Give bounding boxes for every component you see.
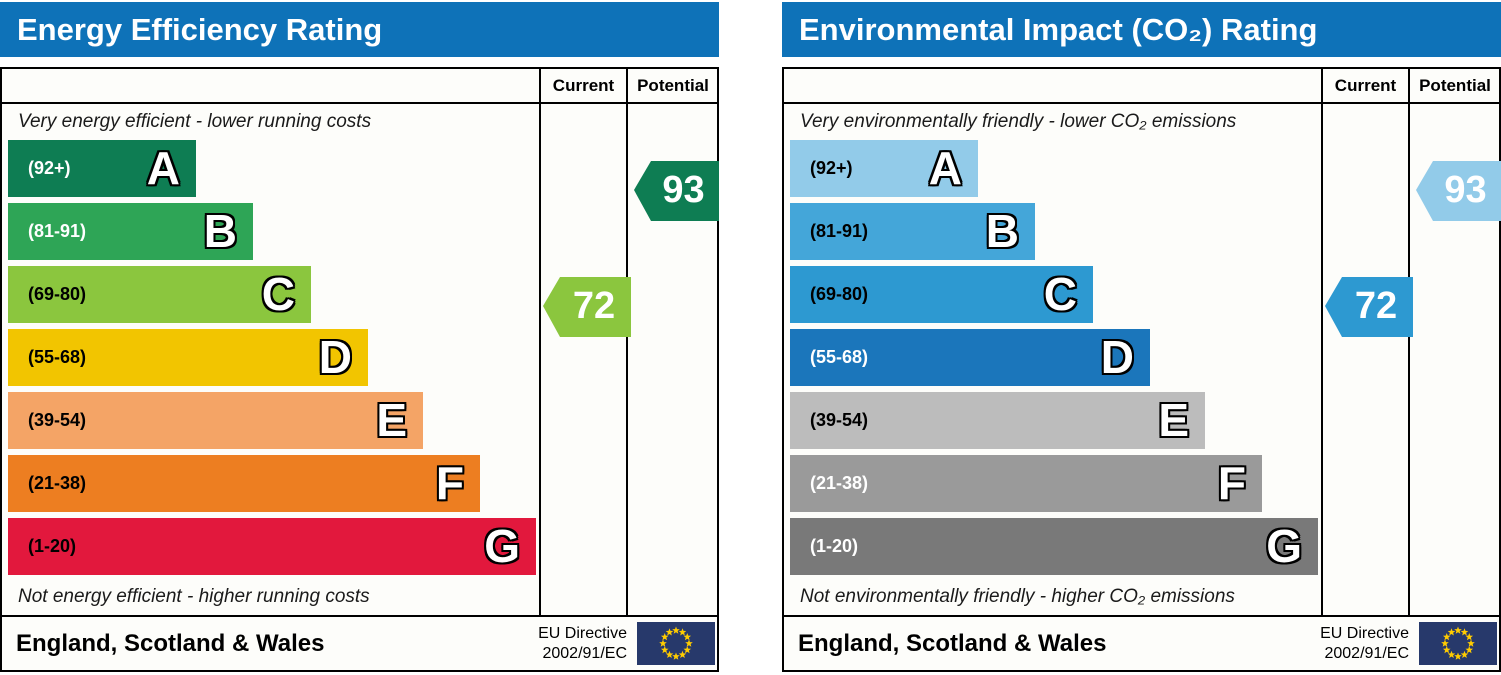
band-letter: G	[1266, 520, 1302, 572]
rating-band-e: (39-54) E	[790, 392, 1205, 449]
band-letter: B	[985, 205, 1019, 257]
current-rating-value: 72	[572, 284, 616, 327]
top-caption: Very energy efficient - lower running co…	[18, 111, 372, 132]
eu-directive-label: EU Directive 2002/91/EC	[1320, 625, 1409, 662]
eu-directive-label: EU Directive 2002/91/EC	[538, 625, 627, 662]
eu-flag-icon	[637, 622, 715, 665]
rating-band-d: (55-68) D	[790, 329, 1150, 386]
rating-band-b: (81-91) B	[8, 203, 253, 260]
rating-band-d: (55-68) D	[8, 329, 368, 386]
band-range-label: (55-68)	[810, 347, 869, 367]
top-caption: Very environmentally friendly - lower CO…	[800, 111, 1237, 132]
environmental-impact-chart: Environmental Impact (CO₂) Rating Curren…	[782, 0, 1501, 675]
energy-efficiency-chart: Energy Efficiency Rating Current Potenti…	[0, 0, 719, 675]
rating-band-e: (39-54) E	[8, 392, 423, 449]
rating-band-c: (69-80) C	[790, 266, 1093, 323]
band-range-label: (39-54)	[28, 410, 87, 430]
rating-band-b: (81-91) B	[790, 203, 1035, 260]
rating-band-a: (92+) A	[8, 140, 196, 197]
band-letter: F	[1217, 457, 1246, 509]
band-letter: A	[146, 142, 180, 194]
rating-table: Current Potential Very energy efficient …	[0, 67, 719, 617]
potential-rating-arrow: 93	[634, 161, 719, 221]
bottom-caption: Not energy efficient - higher running co…	[18, 586, 370, 607]
band-letter: G	[484, 520, 520, 572]
column-divider	[1321, 69, 1323, 615]
chart-footer: England, Scotland & Wales EU Directive 2…	[0, 615, 719, 672]
page-title: Energy Efficiency Rating	[0, 2, 719, 57]
potential-column-header: Potential	[1419, 76, 1491, 95]
band-letter: C	[261, 268, 295, 320]
header-divider	[2, 102, 717, 104]
band-range-label: (21-38)	[810, 473, 869, 493]
rating-band-f: (21-38) F	[8, 455, 480, 512]
band-letter: A	[928, 142, 962, 194]
rating-band-a: (92+) A	[790, 140, 978, 197]
band-range-label: (81-91)	[28, 221, 87, 241]
band-range-label: (92+)	[810, 158, 853, 178]
chart-footer: England, Scotland & Wales EU Directive 2…	[782, 615, 1501, 672]
band-range-label: (81-91)	[810, 221, 869, 241]
column-divider	[539, 69, 541, 615]
current-rating-arrow: 72	[543, 277, 631, 337]
header-divider	[784, 102, 1499, 104]
potential-column-header: Potential	[637, 76, 709, 95]
potential-rating-arrow: 93	[1416, 161, 1501, 221]
rating-band-f: (21-38) F	[790, 455, 1262, 512]
band-range-label: (69-80)	[810, 284, 869, 304]
band-range-label: (1-20)	[28, 536, 77, 556]
column-divider	[626, 69, 628, 615]
current-rating-value: 72	[1354, 284, 1398, 327]
band-letter: D	[318, 331, 352, 383]
rating-table: Current Potential Very environmentally f…	[782, 67, 1501, 617]
band-letter: E	[1158, 394, 1189, 446]
band-letter: E	[376, 394, 407, 446]
rating-band-g: (1-20) G	[790, 518, 1318, 575]
bottom-caption: Not environmentally friendly - higher CO…	[800, 586, 1235, 607]
current-column-header: Current	[552, 76, 615, 95]
rating-band-g: (1-20) G	[8, 518, 536, 575]
potential-rating-value: 93	[662, 168, 705, 211]
band-letter: B	[203, 205, 237, 257]
region-label: England, Scotland & Wales	[798, 629, 1107, 657]
page-title: Environmental Impact (CO₂) Rating	[782, 2, 1501, 57]
band-range-label: (92+)	[28, 158, 71, 178]
column-divider	[1408, 69, 1410, 615]
band-range-label: (21-38)	[28, 473, 87, 493]
band-range-label: (55-68)	[28, 347, 87, 367]
region-label: England, Scotland & Wales	[16, 629, 325, 657]
potential-rating-value: 93	[1444, 168, 1487, 211]
band-letter: F	[435, 457, 464, 509]
rating-band-c: (69-80) C	[8, 266, 311, 323]
current-column-header: Current	[1334, 76, 1397, 95]
current-rating-arrow: 72	[1325, 277, 1413, 337]
band-range-label: (69-80)	[28, 284, 87, 304]
band-letter: C	[1043, 268, 1077, 320]
band-range-label: (1-20)	[810, 536, 859, 556]
band-letter: D	[1100, 331, 1134, 383]
eu-flag-icon	[1419, 622, 1497, 665]
band-range-label: (39-54)	[810, 410, 869, 430]
